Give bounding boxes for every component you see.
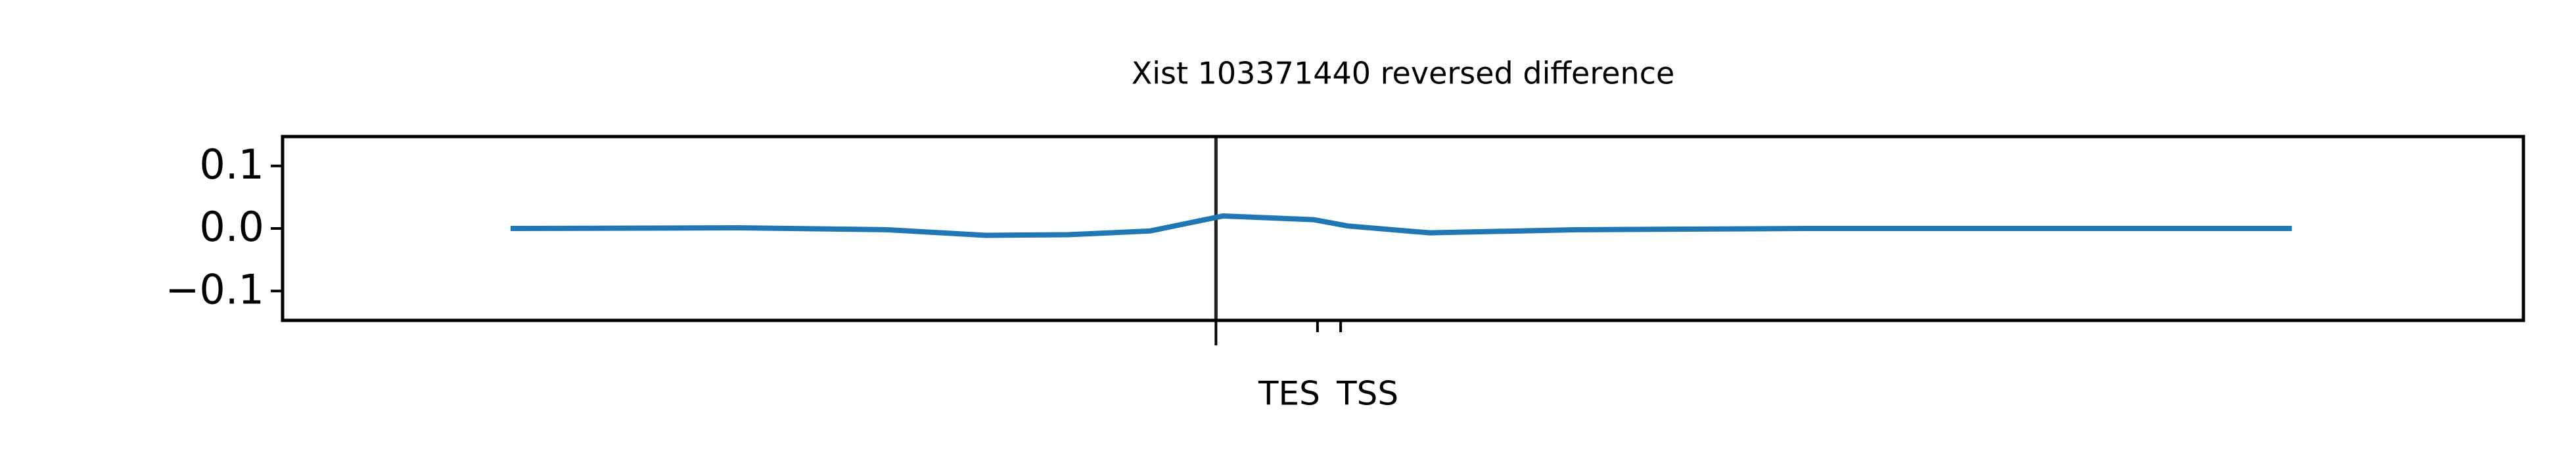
y-tick-label: 0.0 [199, 203, 264, 251]
y-tick-label: −0.1 [165, 265, 264, 313]
line [510, 213, 2292, 238]
y-tick-label: 0.1 [199, 140, 264, 188]
x-tick-label: TSS [1336, 375, 1398, 413]
x-tick-label: TES [1258, 375, 1320, 413]
chart-title: Xist 103371440 reversed difference [1132, 56, 1675, 91]
plot-frame [281, 135, 2525, 322]
